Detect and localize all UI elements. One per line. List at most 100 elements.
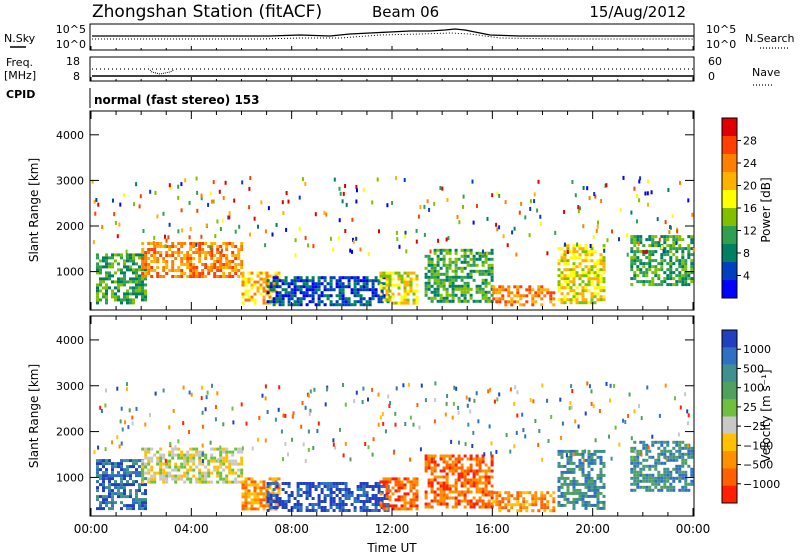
echo-cell: [475, 499, 479, 503]
echo-cell: [430, 260, 434, 264]
echo-cell: [296, 300, 300, 304]
echo-cell: [681, 452, 685, 456]
echo-region: [424, 248, 494, 303]
echo-cell: [537, 285, 541, 289]
echo-cell: [305, 494, 309, 497]
echo-cell: [572, 449, 576, 453]
echo-cell: [94, 211, 97, 216]
echo-cell: [472, 254, 476, 258]
echo-cell: [123, 259, 126, 263]
echo-cell: [332, 482, 336, 485]
echo-cell: [323, 506, 327, 509]
echo-cell: [287, 300, 291, 304]
echo-cell: [543, 503, 547, 507]
echo-cell: [99, 507, 102, 511]
echo-cell: [132, 256, 135, 260]
echo-cell: [123, 468, 126, 472]
echo-cell: [577, 209, 580, 214]
echo-cell: [578, 244, 582, 248]
echo-cell: [636, 464, 640, 468]
echo-cell: [386, 203, 389, 208]
echo-cell: [385, 486, 389, 490]
echo-cell: [575, 274, 579, 278]
echo-cell: [515, 252, 518, 257]
echo-cell: [339, 191, 342, 196]
echo-cell: [156, 245, 160, 248]
echo-cell: [507, 494, 511, 498]
echo-cell: [126, 471, 129, 475]
echo-cell: [365, 303, 369, 307]
echo-cell: [105, 283, 108, 287]
echo-cell: [593, 301, 597, 305]
echo-cell: [259, 498, 263, 502]
echo-cell: [259, 486, 263, 490]
echo-cell: [308, 411, 311, 416]
echo-cell: [291, 414, 294, 419]
echo-cell: [427, 260, 431, 264]
echo-cell: [135, 406, 138, 411]
echo-cell: [141, 498, 144, 502]
colorbar-swatch: [722, 172, 737, 191]
echo-cell: [639, 461, 643, 465]
echo-cell: [222, 477, 226, 481]
echo-cell: [596, 494, 600, 498]
echo-cell: [669, 485, 673, 489]
echo-cell: [398, 244, 401, 249]
echo-cell: [448, 248, 452, 252]
echo-cell: [108, 459, 111, 463]
echo-cell: [380, 294, 384, 298]
echo-cell: [445, 272, 449, 276]
echo-cell: [177, 195, 180, 200]
echo-cell: [642, 280, 646, 284]
echo-cell: [256, 289, 260, 293]
echo-cell: [171, 242, 175, 245]
echo-cell: [308, 503, 312, 506]
echo-cell: [584, 298, 588, 302]
echo-cell: [457, 296, 461, 300]
echo-cell: [350, 288, 354, 292]
echo-cell: [681, 476, 685, 480]
echo-cell: [645, 452, 649, 456]
echo-cell: [675, 458, 679, 462]
echo-cell: [522, 491, 526, 495]
echo-cell: [675, 283, 679, 287]
echo-cell: [210, 266, 214, 269]
echo-cell: [356, 188, 358, 193]
echo-cell: [581, 464, 585, 468]
echo-cell: [141, 507, 144, 511]
scatter-returns: [93, 381, 690, 463]
echo-cell: [597, 220, 599, 225]
echo-cell: [186, 453, 190, 457]
echo-cell: [467, 422, 470, 427]
echo-cell: [460, 472, 464, 476]
echo-cell: [498, 300, 502, 304]
echo-cell: [487, 290, 491, 294]
echo-cell: [256, 280, 260, 284]
echo-cell: [135, 295, 138, 299]
echo-cell: [287, 500, 291, 503]
echo-cell: [666, 235, 670, 239]
echo-cell: [602, 461, 606, 465]
echo-cell: [314, 285, 318, 289]
echo-cell: [120, 486, 123, 490]
echo-cell: [350, 491, 354, 494]
echo-cell: [353, 500, 357, 503]
echo-cell: [192, 275, 196, 278]
echo-cell: [478, 463, 482, 467]
echo-cell: [120, 298, 123, 302]
echo-cell: [189, 480, 193, 484]
echo-cell: [599, 476, 603, 480]
echo-cell: [114, 474, 117, 478]
echo-cell: [333, 177, 336, 182]
echo-cell: [478, 499, 482, 503]
echo-cell: [344, 300, 348, 304]
echo-cell: [448, 251, 452, 255]
echo-cell: [495, 297, 499, 301]
echo-cell: [463, 299, 467, 303]
echo-cell: [129, 504, 132, 508]
echo-cell: [439, 502, 443, 506]
echo-cell: [228, 215, 231, 220]
echo-cell: [207, 272, 211, 275]
echo-cell: [314, 503, 318, 506]
echo-cell: [186, 471, 190, 475]
